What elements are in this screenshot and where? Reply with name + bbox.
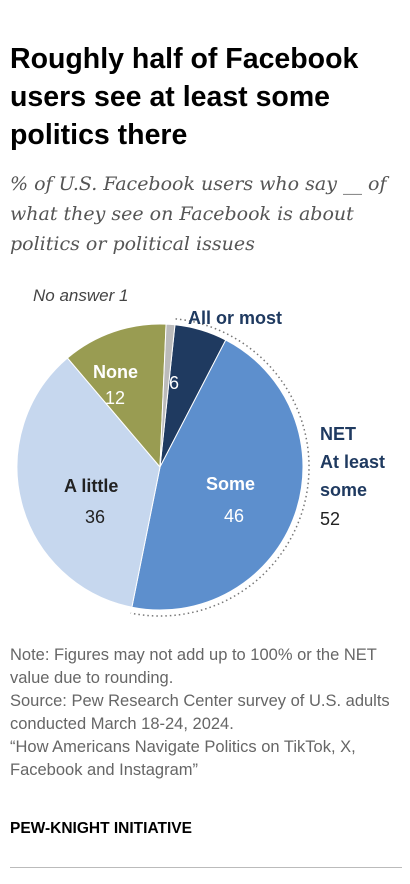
report-title: “How Americans Navigate Politics on TikT… (10, 738, 356, 779)
net-label-line2: At least (320, 452, 386, 472)
pie-slice-a-little (16, 357, 161, 608)
some-label: Some (206, 474, 256, 494)
pie-chart (16, 318, 310, 617)
none-label: None (93, 362, 138, 382)
pie-slice-none (66, 323, 167, 469)
no-answer-label: No answer 1 (33, 286, 129, 305)
brand-label: PEW-KNIGHT INITIATIVE (10, 820, 192, 837)
note-text: Note: Figures may not add up to 100% or … (10, 646, 377, 687)
net-label-line3: some (320, 480, 368, 500)
pie-slice-no-answer (159, 323, 176, 468)
pie-slices (16, 323, 304, 611)
pie-slice-some (131, 339, 304, 611)
notes-block: Note: Figures may not add up to 100% or … (10, 644, 405, 782)
none-value: 12 (105, 388, 126, 408)
chart-subtitle: % of U.S. Facebook users who say __ of w… (10, 173, 387, 255)
chart-title: Roughly half of Facebook users see at le… (10, 43, 359, 151)
bottom-rule (10, 867, 402, 868)
all-or-most-value: 6 (169, 373, 180, 393)
a-little-label: A little (64, 476, 119, 496)
net-value: 52 (320, 509, 341, 529)
some-value: 46 (224, 506, 245, 526)
a-little-value: 36 (85, 507, 106, 527)
source-text: Source: Pew Research Center survey of U.… (10, 692, 390, 733)
net-label-line1: NET (320, 424, 356, 444)
all-or-most-label: All or most (188, 308, 283, 328)
